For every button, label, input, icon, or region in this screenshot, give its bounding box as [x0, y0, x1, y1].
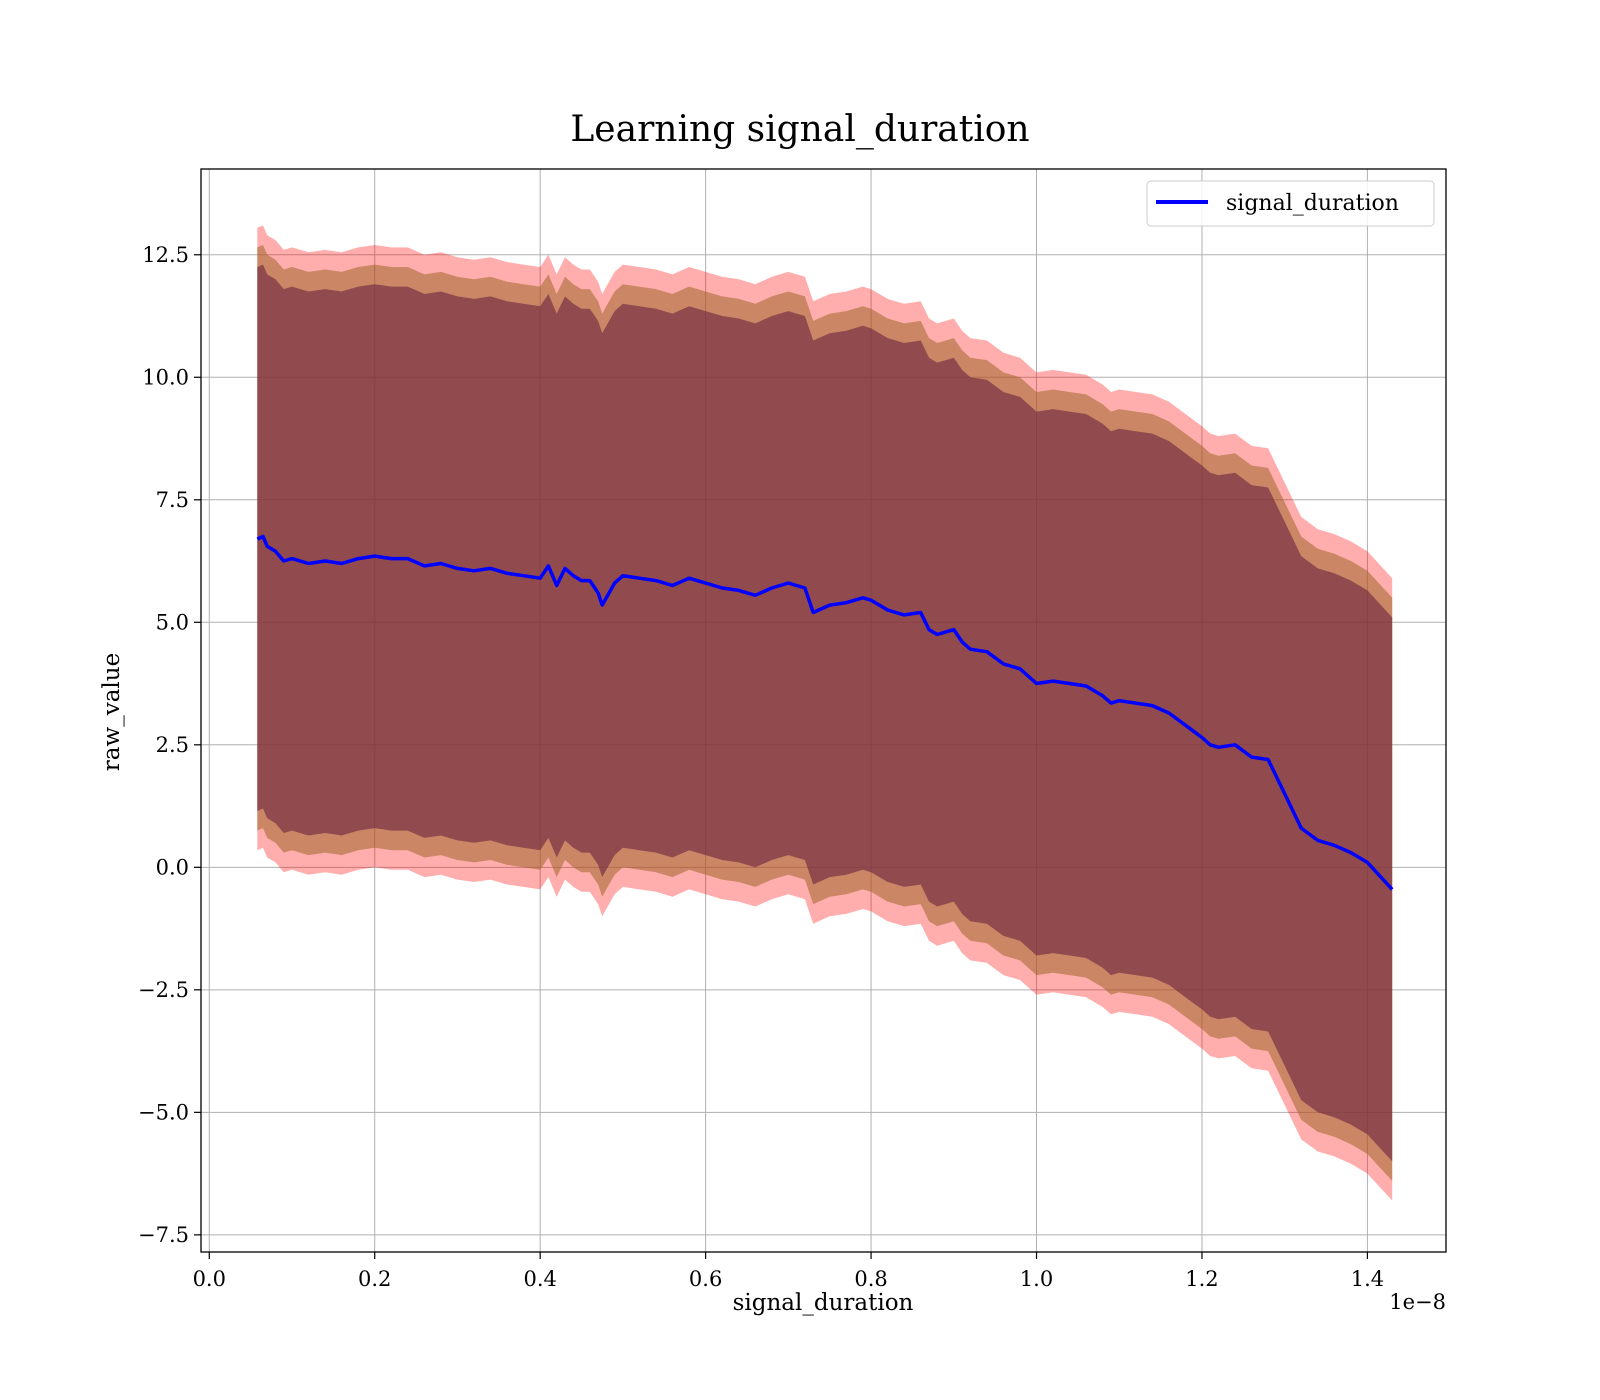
x-tick-label: 1.0: [1020, 1267, 1053, 1291]
x-tick-label: 0.6: [689, 1267, 722, 1291]
legend-label-signal-duration: signal_duration: [1226, 191, 1399, 216]
legend-box: [1146, 180, 1435, 227]
plot-frame: [200, 168, 1447, 1253]
y-tick-label: −7.5: [138, 1223, 189, 1247]
x-tick-label: 0.2: [358, 1267, 391, 1291]
x-axis-label: signal_duration: [733, 1290, 914, 1316]
y-tick-label: 2.5: [156, 733, 189, 757]
y-tick-label: −2.5: [138, 978, 189, 1002]
series-line-signal-duration: [256, 534, 1394, 891]
y-tick-label: 12.5: [142, 243, 189, 267]
band-inner: [257, 264, 1393, 1162]
series-layer: [256, 534, 1394, 891]
chart-title: Learning signal_duration: [570, 109, 1029, 150]
x-axis-offset-text: 1e−8: [1389, 1290, 1446, 1314]
y-tick-label: 10.0: [142, 365, 189, 389]
legend: signal_duration: [1146, 180, 1435, 227]
x-tick-label: 1.2: [1185, 1267, 1218, 1291]
y-tick-label: 5.0: [156, 610, 189, 634]
x-tick-label: 0.8: [854, 1267, 887, 1291]
x-axis-ticks: 0.0 0.2 0.4 0.6 0.8 1.0 1.2 1.4: [193, 1252, 1384, 1291]
y-tick-label: −5.0: [138, 1100, 189, 1124]
y-axis-ticks: −7.5 −5.0 −2.5 0.0 2.5 5.0 7.5 10.0 12.5: [138, 243, 201, 1247]
x-tick-label: 0.0: [193, 1267, 226, 1291]
x-tick-label: 0.4: [523, 1267, 556, 1291]
confidence-bands: [257, 225, 1393, 1201]
y-axis-label: raw_value: [99, 653, 125, 771]
x-tick-label: 1.4: [1351, 1267, 1384, 1291]
y-tick-label: 7.5: [156, 488, 189, 512]
y-tick-label: 0.0: [156, 855, 189, 879]
